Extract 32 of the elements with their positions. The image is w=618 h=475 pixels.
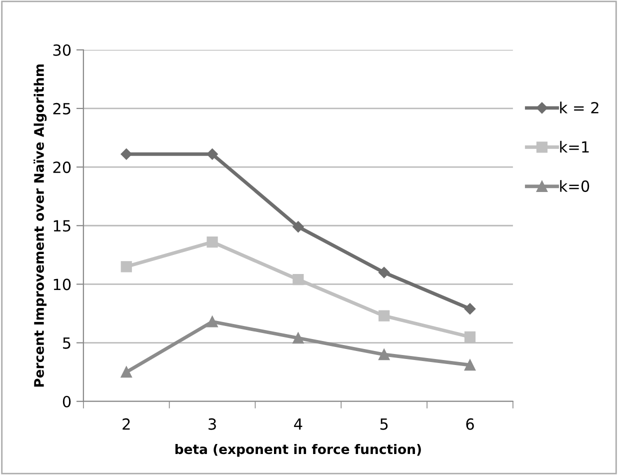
- point: [206, 316, 218, 328]
- y-tick-label: 15: [54, 220, 70, 232]
- x-tick-label: 4: [294, 418, 302, 430]
- x-tick-label: 5: [380, 418, 388, 430]
- point: [378, 310, 390, 322]
- legend-label: k = 2: [560, 102, 598, 114]
- point: [206, 236, 218, 248]
- y-tick-label: 20: [53, 162, 71, 174]
- y-tick-label: 5: [63, 337, 70, 349]
- legend-label: k=1: [560, 140, 589, 153]
- point: [206, 148, 218, 160]
- point: [378, 348, 390, 360]
- y-tick-label: 30: [53, 44, 71, 56]
- point: [464, 331, 476, 342]
- x-tick-label: 6: [466, 418, 474, 430]
- point: [464, 359, 476, 371]
- point: [292, 221, 304, 232]
- y-tick-label: 25: [53, 102, 70, 114]
- legend-label: k=0: [560, 180, 590, 192]
- point: [120, 148, 132, 160]
- y-axis-title: Percent Improvement over Naïve Algorithm: [34, 64, 47, 387]
- point: [292, 332, 304, 344]
- point: [120, 261, 132, 272]
- y-tick-label: 10: [54, 278, 71, 290]
- y-tick-label: 0: [62, 396, 71, 408]
- point: [292, 274, 304, 286]
- x-tick-label: 3: [208, 418, 216, 430]
- point: [464, 303, 476, 314]
- point: [378, 266, 390, 278]
- x-axis-title: beta (exponent in force function): [175, 444, 421, 457]
- point: [120, 366, 132, 378]
- x-tick-label: 2: [122, 418, 130, 430]
